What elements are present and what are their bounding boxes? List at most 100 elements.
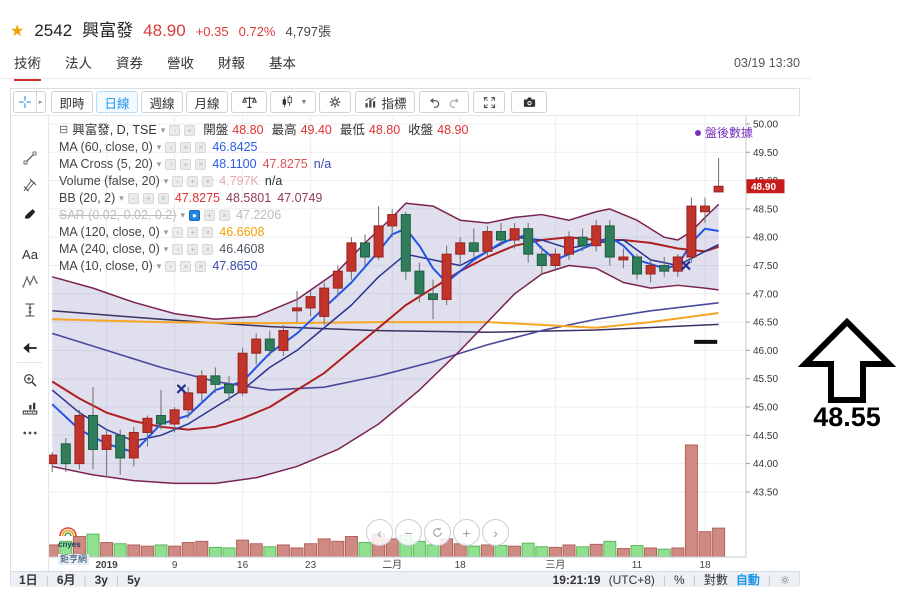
- scroll-right-button[interactable]: ›: [482, 519, 509, 546]
- compare-scale-button[interactable]: [231, 91, 267, 113]
- pitchfork-tool[interactable]: [18, 173, 42, 197]
- chart-settings-button[interactable]: [319, 91, 351, 113]
- tab-institutional[interactable]: 法人: [65, 56, 92, 71]
- indicator-value: 46.8425: [212, 140, 258, 154]
- indicator-settings-icon[interactable]: +: [187, 176, 199, 187]
- range-5y[interactable]: 5y: [127, 572, 141, 587]
- stock-name: 興富發: [82, 21, 134, 40]
- range-6m[interactable]: 6月: [56, 573, 76, 587]
- indicator-name[interactable]: MA (240, close, 0): [59, 242, 160, 256]
- collapse-icon[interactable]: ⊟: [59, 124, 69, 136]
- text-tool[interactable]: Aa: [22, 246, 38, 262]
- candlesticks: [49, 157, 724, 478]
- remove-indicator-icon[interactable]: ×: [202, 176, 214, 187]
- indicator-settings-icon[interactable]: +: [187, 227, 199, 238]
- visibility-toggle-icon[interactable]: ◦: [165, 159, 177, 170]
- high-label: 最高: [271, 123, 297, 137]
- range-1d[interactable]: 1日: [19, 573, 38, 587]
- svg-text:44.50: 44.50: [753, 431, 778, 442]
- indicator-name[interactable]: MA (120, close, 0): [59, 225, 160, 239]
- weekly-button[interactable]: 週線: [141, 91, 183, 113]
- brush-tool[interactable]: [18, 201, 42, 225]
- tab-margin[interactable]: 資券: [116, 56, 143, 71]
- remove-indicator-icon[interactable]: ×: [195, 261, 207, 272]
- indicator-name[interactable]: MA Cross (5, 20): [59, 157, 153, 171]
- visibility-toggle-icon[interactable]: ◦: [169, 125, 181, 136]
- price-range-tool[interactable]: [18, 298, 42, 322]
- realtime-button[interactable]: 即時: [51, 91, 93, 113]
- visibility-toggle-icon[interactable]: ◦: [172, 244, 184, 255]
- zoom-in-tool[interactable]: [18, 368, 42, 392]
- visibility-toggle-icon[interactable]: ◦: [165, 261, 177, 272]
- tab-financials[interactable]: 財報: [218, 56, 245, 71]
- indicator-name[interactable]: SAR (0.02, 0.02, 0.2): [59, 208, 177, 222]
- indicator-settings-icon[interactable]: +: [187, 244, 199, 255]
- indicator-settings-icon[interactable]: +: [180, 261, 192, 272]
- scroll-left-button[interactable]: ‹: [366, 519, 393, 546]
- chevron-down-icon[interactable]: ▾: [156, 159, 162, 169]
- zoom-out-button[interactable]: −: [395, 519, 422, 546]
- remove-indicator-icon[interactable]: ×: [202, 227, 214, 238]
- tab-technical[interactable]: 技術: [14, 52, 41, 81]
- remove-indicator-icon[interactable]: ×: [157, 193, 169, 204]
- chevron-down-icon[interactable]: ▾: [163, 176, 169, 186]
- visibility-toggle-icon[interactable]: ◦: [172, 227, 184, 238]
- settings-toggle-icon[interactable]: +: [184, 125, 196, 136]
- axis-settings-gear-icon[interactable]: [779, 574, 791, 586]
- after-hours-label[interactable]: 盤後數據: [705, 126, 753, 140]
- indicator-value: 47.8275: [174, 191, 220, 205]
- indicator-name[interactable]: MA (60, close, 0): [59, 140, 153, 154]
- crosshair-tool-button[interactable]: ▸: [13, 91, 46, 113]
- indicator-name[interactable]: BB (20, 2): [59, 191, 116, 205]
- tab-revenue[interactable]: 營收: [167, 56, 194, 71]
- remove-indicator-icon[interactable]: ×: [195, 159, 207, 170]
- fullscreen-button[interactable]: [473, 91, 505, 113]
- tab-basic[interactable]: 基本: [269, 56, 296, 71]
- indicator-settings-icon[interactable]: +: [203, 210, 215, 221]
- bb-upper-line: [51, 202, 720, 321]
- indicator-settings-icon[interactable]: +: [180, 159, 192, 170]
- percent-scale-button[interactable]: %: [674, 572, 685, 587]
- undo-redo-group[interactable]: [419, 91, 469, 113]
- daily-button[interactable]: 日線: [96, 91, 138, 113]
- visibility-toggle-icon[interactable]: ◦: [172, 176, 184, 187]
- stock-code: 2542: [34, 21, 73, 40]
- remove-indicator-icon[interactable]: ×: [218, 210, 230, 221]
- chevron-down-icon[interactable]: ▾: [156, 142, 162, 152]
- price-chart-canvas[interactable]: 50.0049.5049.0048.5048.0047.5047.0046.50…: [49, 116, 801, 571]
- log-scale-button[interactable]: 對數: [703, 573, 728, 587]
- trend-line-tool[interactable]: [18, 146, 42, 170]
- indicator-settings-icon[interactable]: +: [180, 142, 192, 153]
- chart-style-button[interactable]: ▼: [270, 91, 316, 113]
- favorite-star-icon[interactable]: ★: [10, 23, 25, 40]
- auto-scale-button[interactable]: 自動: [735, 573, 760, 587]
- chevron-down-icon[interactable]: ▾: [156, 261, 162, 271]
- remove-indicator-icon[interactable]: ×: [202, 244, 214, 255]
- legend-symbol[interactable]: 興富發, D, TSE: [72, 123, 157, 137]
- measure-tool[interactable]: [18, 396, 42, 420]
- watermark-site: 鉅亨網: [58, 554, 90, 565]
- visibility-toggle-icon[interactable]: ◦: [127, 193, 139, 204]
- range-3y[interactable]: 3y: [94, 572, 108, 587]
- indicator-name[interactable]: MA (10, close, 0): [59, 259, 153, 273]
- plot-area[interactable]: [49, 116, 746, 557]
- chevron-down-icon[interactable]: ▾: [160, 125, 166, 135]
- xabcd-pattern-tool[interactable]: [18, 270, 42, 294]
- indicator-button[interactable]: 指標: [355, 91, 415, 113]
- visibility-toggle-icon[interactable]: ◦: [165, 142, 177, 153]
- indicator-settings-icon[interactable]: +: [142, 193, 154, 204]
- monthly-button[interactable]: 月線: [186, 91, 228, 113]
- more-tools-button[interactable]: [18, 421, 42, 445]
- svg-text:44.00: 44.00: [753, 459, 778, 470]
- indicator-name[interactable]: Volume (false, 20): [59, 174, 160, 188]
- visibility-toggle-icon[interactable]: ●: [188, 210, 200, 221]
- arrow-left-tool[interactable]: [18, 336, 42, 360]
- snapshot-button[interactable]: [511, 91, 547, 113]
- remove-indicator-icon[interactable]: ×: [195, 142, 207, 153]
- chevron-down-icon[interactable]: ▾: [119, 193, 124, 203]
- chevron-down-icon[interactable]: ▾: [180, 210, 185, 220]
- chevron-down-icon[interactable]: ▾: [163, 244, 169, 254]
- reset-view-button[interactable]: [424, 519, 451, 546]
- zoom-in-button[interactable]: +: [453, 519, 480, 546]
- chevron-down-icon[interactable]: ▾: [163, 227, 169, 237]
